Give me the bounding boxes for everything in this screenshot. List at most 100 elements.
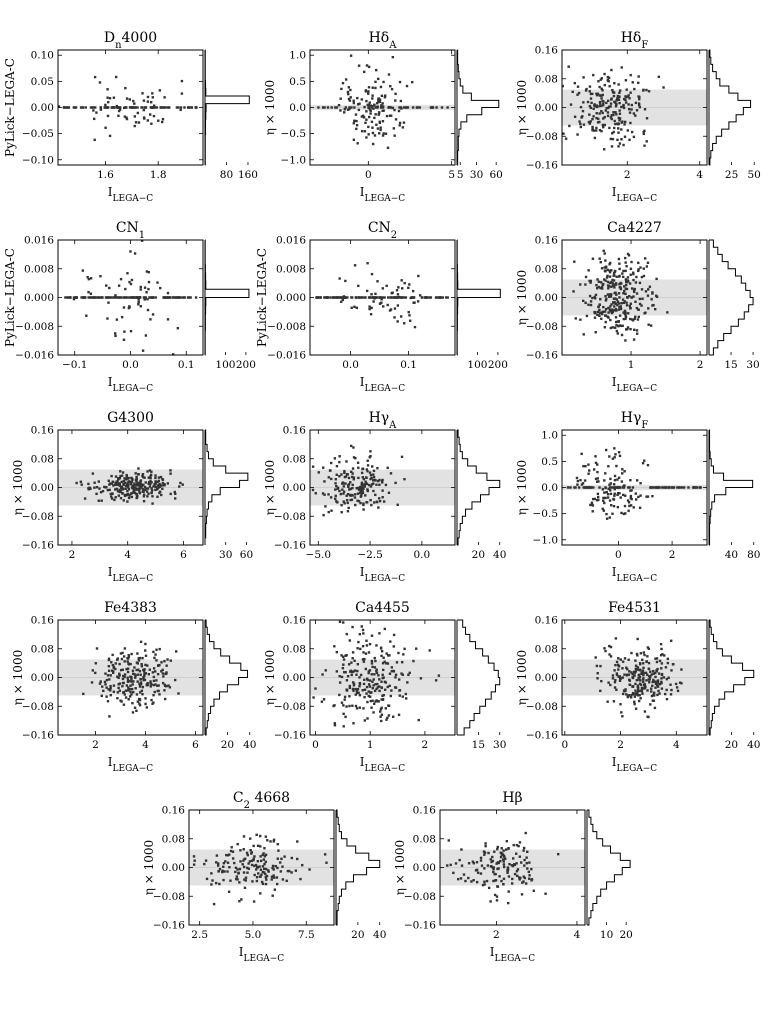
x-tick-label: −2.5 xyxy=(357,549,383,561)
scatter-point xyxy=(368,679,372,682)
scatter-point xyxy=(338,620,342,624)
scatter-point xyxy=(589,92,593,96)
scatter-point xyxy=(111,669,114,672)
scatter-point xyxy=(630,671,633,674)
scatter-point xyxy=(151,296,154,299)
scatter-point xyxy=(276,857,279,860)
scatter-point xyxy=(569,103,573,106)
scatter-point xyxy=(630,260,633,264)
scatter-point xyxy=(665,677,669,681)
scatter-point xyxy=(520,861,523,864)
scatter-point xyxy=(341,488,344,491)
scatter-point xyxy=(363,678,366,682)
scatter-point xyxy=(628,294,631,298)
x-axis-label: ILEGA−C xyxy=(612,375,658,394)
scatter-point xyxy=(394,673,398,677)
scatter-point xyxy=(639,482,642,485)
scatter-point xyxy=(149,318,152,321)
scatter-point xyxy=(381,287,385,290)
scatter-point xyxy=(397,109,401,113)
x-tick-label: 5.0 xyxy=(245,929,262,941)
scatter-point xyxy=(467,876,470,880)
scatter-point xyxy=(528,861,531,864)
scatter-point xyxy=(356,663,360,666)
scatter-point xyxy=(595,283,598,287)
scatter-point xyxy=(389,84,392,88)
scatter-point xyxy=(352,478,355,481)
scatter-point xyxy=(281,865,284,868)
scatter-point xyxy=(408,319,412,322)
scatter-point xyxy=(623,470,626,473)
scatter-point xyxy=(584,283,587,286)
x-tick-label: 1 xyxy=(367,739,374,751)
histogram-x-tick-label: 30 xyxy=(493,739,506,751)
scatter-point xyxy=(658,682,662,686)
y-tick-label: 0.5 xyxy=(541,456,558,468)
scatter-point xyxy=(479,859,483,862)
x-tick-label: 1.6 xyxy=(97,169,114,181)
scatter-point xyxy=(367,690,370,693)
y-tick-label: −0.16 xyxy=(526,730,558,742)
scatter-point xyxy=(378,483,381,487)
scatter-point xyxy=(611,512,614,515)
scatter-point xyxy=(500,879,503,883)
scatter-point xyxy=(130,677,133,681)
scatter-point xyxy=(142,116,146,119)
scatter-point xyxy=(373,689,377,693)
scatter-point xyxy=(365,677,369,681)
scatter-point xyxy=(129,690,132,694)
scatter-point xyxy=(591,257,595,260)
scatter-point xyxy=(364,90,368,93)
scatter-point xyxy=(103,680,107,684)
scatter-point xyxy=(374,659,377,663)
scatter-point xyxy=(127,662,130,665)
scatter-point xyxy=(158,482,161,486)
scatter-point xyxy=(384,707,388,710)
scatter-point xyxy=(610,117,613,121)
scatter-point xyxy=(100,296,104,299)
scatter-point xyxy=(642,88,645,92)
scatter-point xyxy=(367,106,370,109)
scatter-point xyxy=(86,275,89,279)
scatter-point xyxy=(333,704,336,707)
scatter-point xyxy=(383,296,386,299)
scatter-point xyxy=(649,670,652,673)
scatter-point xyxy=(595,92,598,95)
scatter-point xyxy=(354,113,358,116)
scatter-point xyxy=(637,677,640,680)
scatter-point xyxy=(122,479,126,483)
scatter-point xyxy=(600,129,603,133)
scatter-point xyxy=(483,853,486,856)
scatter-point xyxy=(632,271,635,274)
histogram-steps xyxy=(336,809,381,926)
scatter-point xyxy=(489,858,492,861)
scatter-point xyxy=(605,106,608,110)
scatter-point xyxy=(384,483,388,487)
scatter-point xyxy=(157,479,160,483)
scatter-point xyxy=(357,284,360,288)
scatter-point xyxy=(142,499,146,503)
scatter-point xyxy=(596,470,599,474)
scatter-point xyxy=(118,488,121,492)
panel-title: Ca4227 xyxy=(607,220,662,236)
scatter-point xyxy=(372,711,375,714)
scatter-point xyxy=(660,680,663,684)
histogram-x-tick-label: 60 xyxy=(240,549,253,561)
scatter-point xyxy=(362,503,365,507)
scatter-point xyxy=(375,687,378,691)
scatter-point xyxy=(147,287,150,291)
scatter-point xyxy=(638,297,642,301)
y-tick-label: 0.16 xyxy=(413,805,437,817)
scatter-point xyxy=(367,133,370,136)
scatter-point xyxy=(579,105,583,109)
scatter-point xyxy=(283,855,286,858)
scatter-point xyxy=(633,700,636,704)
scatter-point xyxy=(242,871,246,874)
scatter-point xyxy=(597,305,600,309)
scatter-point xyxy=(264,860,267,864)
scatter-point xyxy=(622,275,625,279)
scatter-point xyxy=(616,332,619,335)
scatter-point xyxy=(634,659,637,662)
scatter-point xyxy=(344,482,347,485)
scatter-point xyxy=(255,865,259,869)
